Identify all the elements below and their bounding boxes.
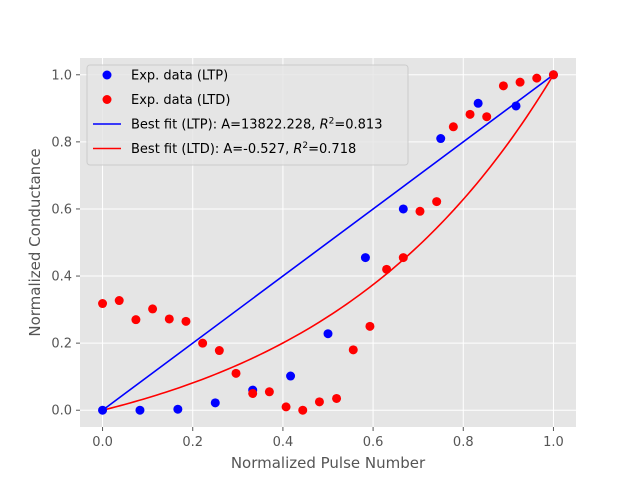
legend-label-main: Best fit (LTD): A=-0.527,	[131, 142, 293, 157]
ltd-data-point	[281, 402, 291, 412]
legend-label-main: Exp. data (LTP)	[131, 69, 228, 84]
ltd-data-point	[448, 122, 458, 132]
ltd-data-point	[248, 388, 258, 398]
ltd-data-point	[348, 345, 358, 355]
ltd-data-point	[314, 397, 324, 407]
legend-label-main: Best fit (LTP): A=13822.228,	[131, 118, 320, 133]
legend-label-main: Exp. data (LTD)	[131, 93, 230, 108]
ltp-data-point	[210, 398, 220, 408]
ltd-data-point	[148, 304, 158, 314]
y-axis-label: Normalized Conductance	[26, 148, 44, 336]
data-points	[98, 70, 558, 415]
ltd-data-point	[515, 77, 525, 87]
x-tick-label: 0.4	[273, 435, 294, 450]
x-axis-label: Normalized Pulse Number	[231, 454, 426, 472]
x-tick-label: 1.0	[543, 435, 564, 450]
legend-label: Exp. data (LTD)	[131, 93, 230, 108]
legend-label: Exp. data (LTP)	[131, 69, 228, 84]
legend-label: Best fit (LTP): A=13822.228, R2=0.813	[131, 117, 382, 133]
ltd-data-point	[214, 346, 224, 356]
ltd-data-point	[231, 368, 241, 378]
ltp-data-point	[398, 204, 408, 214]
ltd-data-point	[432, 197, 442, 207]
ltd-data-point	[548, 70, 558, 80]
ltp-data-point	[135, 405, 145, 415]
ltd-data-point	[482, 112, 492, 122]
fit-lines	[102, 74, 555, 412]
y-tick-label: 0.8	[51, 135, 72, 150]
ltd-data-point	[415, 206, 425, 216]
legend-label: Best fit (LTD): A=-0.527, R2=0.718	[131, 141, 356, 157]
ltd-data-point	[98, 299, 108, 309]
ltd-data-point	[181, 316, 191, 326]
ltd-data-point	[264, 387, 274, 397]
x-tick-label: 0.6	[363, 435, 384, 450]
legend-r2-symbol: R	[293, 142, 302, 157]
ltd-data-point	[365, 321, 375, 331]
ltd-data-point	[298, 405, 308, 415]
ltp-data-point	[360, 253, 370, 263]
legend-r2-value: =0.813	[334, 118, 382, 133]
y-tick-label: 0.2	[51, 337, 72, 352]
ltd-data-point	[332, 393, 342, 403]
ltd-fit-line	[102, 74, 555, 412]
legend-r2-superscript: 2	[302, 141, 308, 151]
legend-marker-dot	[102, 70, 112, 80]
ltp-data-point	[286, 371, 296, 381]
ltp-data-point	[323, 329, 333, 339]
legend-box	[86, 64, 409, 166]
y-tick-label: 1.0	[51, 68, 72, 83]
legend-r2-superscript: 2	[329, 117, 335, 127]
x-tick-label: 0.2	[182, 435, 203, 450]
ticks: 0.0 0.2 0.4 0.6 0.8 1.0 0.0 0.2 0.4 0.6 0.8 1.0	[51, 68, 563, 450]
legend: Exp. data (LTP) Exp. data (LTD) Best fit (…	[86, 64, 409, 166]
y-tick-label: 0.0	[51, 404, 72, 419]
ltd-data-point	[532, 73, 542, 83]
ltd-data-point	[164, 314, 174, 324]
ltd-data-point	[382, 264, 392, 274]
legend-marker-dot	[102, 95, 112, 104]
ltp-data-point	[98, 405, 108, 415]
y-tick-label: 0.6	[51, 202, 72, 217]
ltp-data-point	[473, 98, 483, 108]
ltd-data-point	[114, 296, 124, 306]
ltd-data-point	[465, 109, 475, 119]
x-tick-label: 0.0	[92, 435, 113, 450]
y-tick-label: 0.4	[51, 270, 72, 285]
ltd-data-point	[398, 253, 408, 263]
ltd-data-point	[131, 315, 141, 325]
legend-r2-value: =0.718	[308, 142, 356, 157]
ltd-data-point	[198, 338, 208, 348]
legend-r2-symbol: R	[320, 118, 329, 133]
ltp-data-point	[436, 134, 446, 144]
ltp-data-point	[173, 404, 183, 414]
x-tick-label: 0.8	[453, 435, 474, 450]
ltp-data-point	[511, 101, 521, 111]
ltp-fit-line	[102, 74, 554, 411]
ltd-data-point	[498, 81, 508, 91]
